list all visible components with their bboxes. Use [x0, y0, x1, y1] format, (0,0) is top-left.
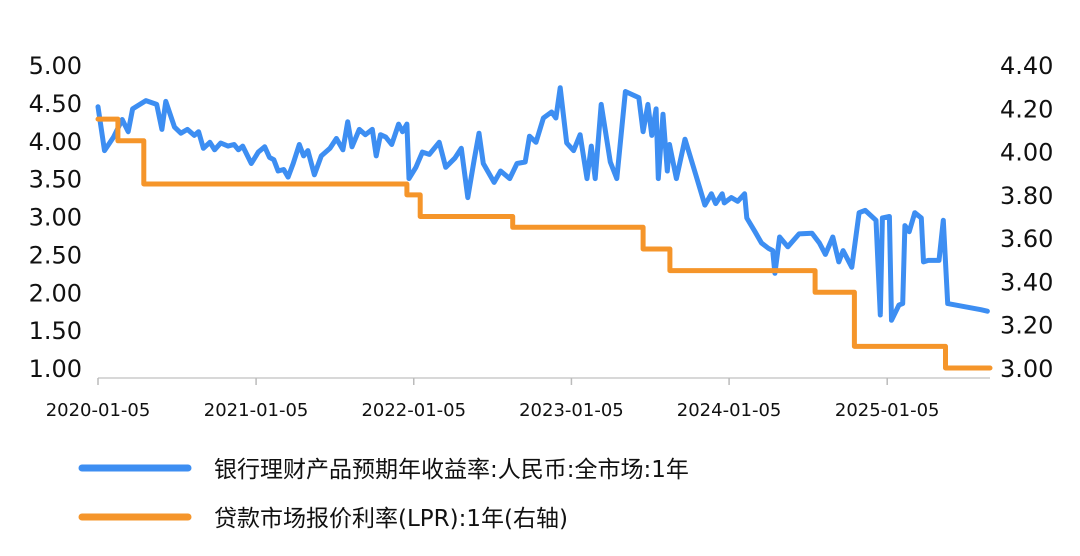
- x-tick-label: 2021-01-05: [204, 400, 309, 421]
- y-left-tick-label: 2.50: [29, 241, 82, 269]
- legend-label: 银行理财产品预期年收益率:人民币:全市场:1年: [214, 457, 689, 483]
- y-right-tick-label: 3.00: [1000, 355, 1053, 383]
- y-axis-left: 1.00 1.50 2.00 2.50 3.00 3.50 4.00 4.50 5.00: [29, 52, 82, 383]
- y-right-tick-label: 3.80: [1000, 182, 1053, 210]
- y-right-tick-label: 4.00: [1000, 139, 1053, 167]
- x-tick-label: 2024-01-05: [677, 400, 782, 421]
- y-right-tick-label: 3.20: [1000, 312, 1053, 340]
- y-right-tick-label: 4.20: [1000, 95, 1053, 123]
- x-axis-ticks: 2020-01-05 2021-01-05 2022-01-05 2023-01-05…: [46, 378, 940, 421]
- x-tick-label: 2025-01-05: [835, 400, 940, 421]
- y-left-tick-label: 4.00: [29, 128, 82, 156]
- y-right-tick-label: 3.60: [1000, 225, 1053, 253]
- y-left-tick-label: 3.00: [29, 204, 82, 232]
- y-left-tick-label: 2.00: [29, 279, 82, 307]
- y-left-tick-label: 1.00: [29, 355, 82, 383]
- y-axis-right: 3.00 3.20 3.40 3.60 3.80 4.00 4.20 4.40: [1000, 52, 1053, 383]
- legend: 银行理财产品预期年收益率:人民币:全市场:1年贷款市场报价利率(LPR):1年(…: [78, 457, 689, 532]
- series-lines: [95, 85, 993, 371]
- y-right-tick-label: 3.40: [1000, 268, 1053, 296]
- y-left-tick-label: 5.00: [29, 52, 82, 80]
- x-tick-label: 2022-01-05: [361, 400, 466, 421]
- series-line-1: [95, 85, 990, 323]
- legend-label: 贷款市场报价利率(LPR):1年(右轴): [214, 506, 568, 532]
- x-tick-label: 2023-01-05: [519, 400, 624, 421]
- y-left-tick-label: 3.50: [29, 166, 82, 194]
- x-tick-label: 2020-01-05: [46, 400, 151, 421]
- series-line-2: [95, 116, 993, 371]
- y-left-tick-label: 1.50: [29, 317, 82, 345]
- y-right-tick-label: 4.40: [1000, 52, 1053, 80]
- y-left-tick-label: 4.50: [29, 90, 82, 118]
